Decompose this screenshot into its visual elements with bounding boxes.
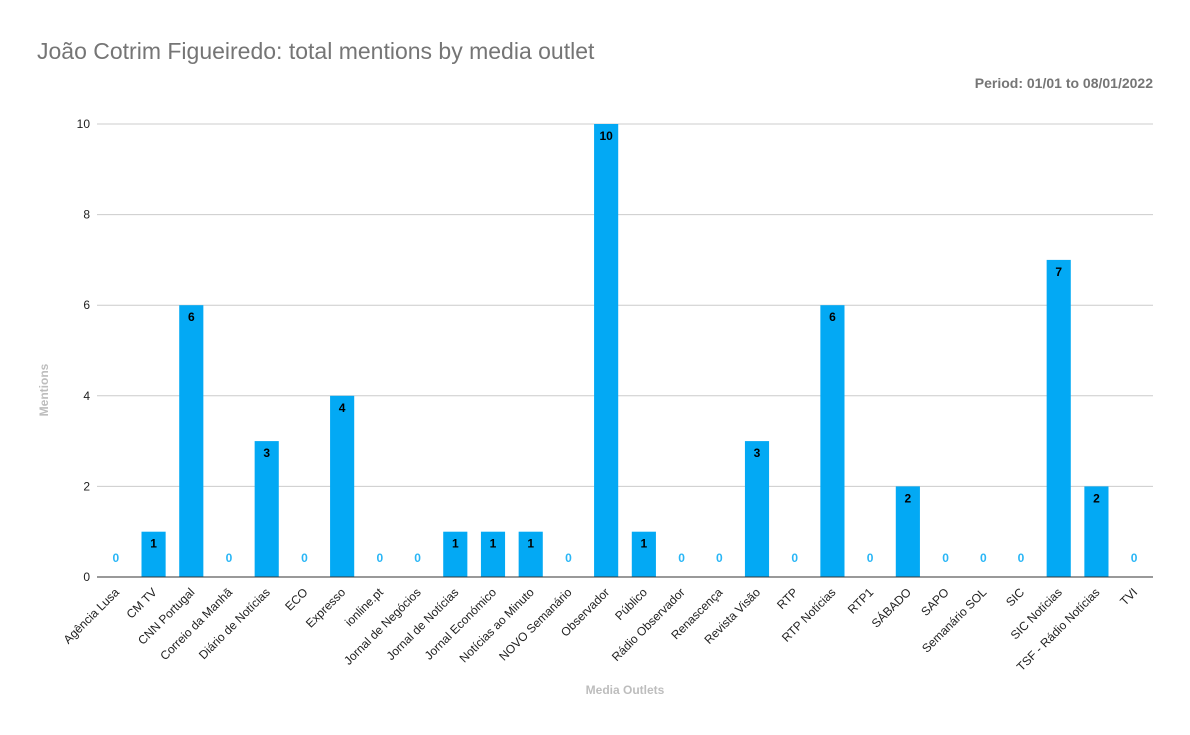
bar (141, 531, 166, 577)
bar-value-label: 1 (150, 537, 157, 551)
bar-value-label: 1 (490, 537, 497, 551)
x-tick-label: SAPO (918, 585, 951, 618)
bar (518, 531, 543, 577)
bar (254, 441, 279, 577)
bar-value-label: 0 (678, 551, 685, 565)
bar-value-label: 6 (829, 310, 836, 324)
y-tick-label: 0 (83, 570, 90, 584)
bar (480, 531, 506, 577)
x-tick-label: RTP1 (845, 585, 877, 617)
bar-value-label: 0 (942, 551, 949, 565)
y-tick-label: 10 (77, 117, 91, 131)
y-tick-label: 6 (83, 298, 90, 312)
x-tick-label: Expresso (303, 585, 349, 631)
x-tick-label: SIC (1003, 585, 1027, 609)
bar-value-label: 1 (452, 537, 459, 551)
x-tick-label: ECO (282, 585, 310, 613)
bar (330, 395, 355, 577)
bar (895, 486, 920, 577)
gridlines (97, 123, 1153, 487)
bar-value-label: 1 (641, 537, 648, 551)
bar-value-label: 6 (188, 310, 195, 324)
bar-value-label: 0 (226, 551, 233, 565)
bar-value-label: 10 (599, 129, 613, 143)
bar (1046, 259, 1071, 577)
x-tick-label: Agência Lusa (61, 585, 123, 647)
y-tick-label: 2 (83, 479, 90, 493)
y-axis-ticks: 0 2 4 6 8 10 (77, 117, 91, 584)
bar-value-label: 3 (263, 446, 270, 460)
chart-title: João Cotrim Figueiredo: total mentions b… (37, 38, 595, 64)
bar-value-label: 4 (339, 401, 346, 415)
bar (744, 441, 770, 577)
y-tick-label: 8 (83, 208, 90, 222)
bar-value-label: 0 (565, 551, 572, 565)
x-tick-label: SÁBADO (868, 585, 914, 631)
x-axis-title: Media Outlets (586, 683, 665, 697)
bar-value-label: 0 (377, 551, 384, 565)
bar-value-label: 0 (301, 551, 308, 565)
x-tick-label: CM TV (124, 585, 160, 621)
bar-value-label: 2 (905, 491, 912, 505)
x-tick-label: Diário de Notícias (196, 585, 273, 662)
bar-value-label: 0 (1018, 551, 1025, 565)
bar (820, 305, 845, 577)
bar-value-label: 0 (867, 551, 874, 565)
bar-value-label: 3 (754, 446, 761, 460)
bar-value-label: 0 (113, 551, 120, 565)
bar-value-label: 7 (1055, 265, 1062, 279)
x-tick-label: TVI (1117, 585, 1140, 608)
bar-value-label: 0 (980, 551, 987, 565)
bar-value-label: 0 (1131, 551, 1138, 565)
y-tick-label: 4 (83, 389, 90, 403)
chart-subtitle: Period: 01/01 to 08/01/2022 (974, 75, 1153, 91)
bar-value-label: 0 (716, 551, 723, 565)
x-tick-label: Semanário SOL (919, 585, 990, 656)
x-tick-label: RTP (774, 585, 801, 612)
bar-value-label: 2 (1093, 491, 1100, 505)
bar (179, 305, 204, 577)
bar (594, 124, 619, 577)
y-axis-title: Mentions (37, 363, 51, 416)
bar-value-label: 0 (791, 551, 798, 565)
bar (1084, 486, 1109, 577)
bar-value-label: 0 (414, 551, 421, 565)
bar (631, 531, 656, 577)
bar-value-label: 1 (527, 537, 534, 551)
bar (443, 531, 468, 577)
